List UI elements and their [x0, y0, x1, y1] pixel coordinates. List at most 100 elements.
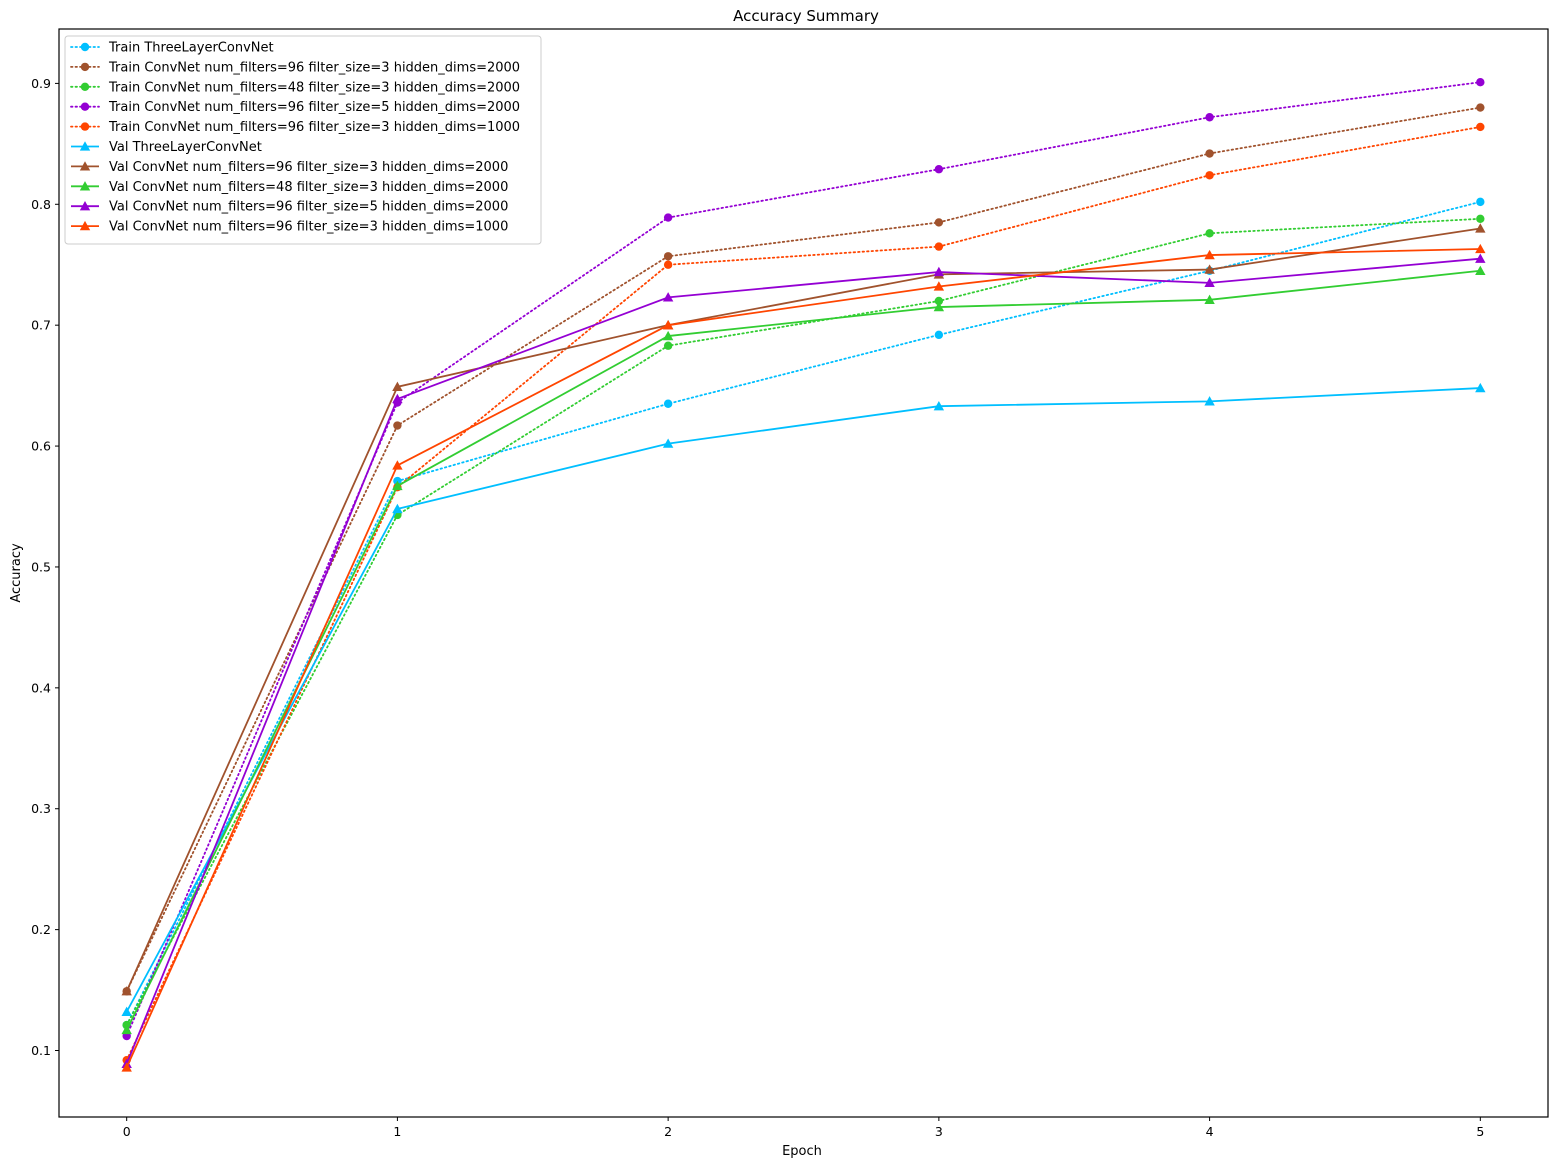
series-line [125, 269, 1481, 1031]
legend-label: Val ConvNet num_filters=48 filter_size=3… [109, 180, 508, 195]
series-layer [121, 77, 1486, 1072]
x-tick-label: 0 [123, 1124, 131, 1139]
data-point [1205, 171, 1214, 180]
legend-item: Train ConvNet num_filters=96 filter_size… [70, 120, 520, 135]
x-tick-label: 3 [935, 1124, 943, 1139]
legend-item: Val ConvNet num_filters=96 filter_size=5… [71, 200, 508, 215]
data-point [1204, 277, 1215, 288]
data-point [662, 319, 674, 330]
legend-label: Val ConvNet num_filters=96 filter_size=5… [109, 200, 508, 215]
y-tick-label: 0.7 [31, 318, 51, 333]
legend-item: Train ThreeLayerConvNet [70, 41, 274, 56]
data-point [663, 252, 673, 261]
legend-label: Train ConvNet num_filters=48 filter_size… [108, 80, 520, 95]
y-tick-label: 0.8 [31, 197, 51, 212]
data-point [662, 330, 674, 341]
data-point [1475, 265, 1486, 275]
series-7 [121, 265, 1486, 1035]
data-point [934, 165, 944, 174]
data-point [121, 986, 132, 996]
data-point [933, 301, 945, 312]
legend-swatch-marker [80, 62, 90, 72]
data-point [662, 438, 674, 448]
legend-swatch-marker [80, 82, 90, 92]
series-line [125, 257, 1481, 1065]
x-tick-label: 1 [393, 1124, 401, 1139]
data-point [392, 393, 403, 404]
legend: Train ThreeLayerConvNet Train ConvNet num… [64, 35, 542, 245]
data-point [662, 292, 674, 302]
data-point [121, 1006, 132, 1016]
data-point [1204, 396, 1215, 406]
data-point [1476, 122, 1485, 132]
data-point [663, 260, 673, 269]
data-point [1476, 103, 1485, 112]
legend-item: Train ConvNet num_filters=96 filter_size… [70, 100, 520, 115]
legend-box [64, 35, 542, 245]
y-tick-label: 0.6 [31, 439, 51, 454]
data-point [121, 1024, 132, 1035]
data-point [1475, 253, 1486, 263]
data-point [1204, 294, 1215, 304]
data-point [1476, 214, 1485, 223]
legend-item: Val ThreeLayerConvNet [71, 140, 262, 155]
legend-swatch-marker [79, 220, 91, 231]
legend-swatch-marker [80, 102, 90, 111]
legend-swatch-marker [79, 201, 91, 211]
legend-swatch-marker [79, 161, 91, 171]
legend-label: Train ConvNet num_filters=96 filter_size… [108, 60, 520, 75]
x-axis-label: Epoch [782, 1144, 822, 1159]
chart-title: Accuracy Summary [733, 7, 879, 25]
x-tick-label: 4 [1206, 1124, 1214, 1139]
y-axis-label: Accuracy [9, 543, 24, 603]
data-point [933, 266, 945, 277]
x-axis-ticks: 0 1 2 3 4 5 [123, 1117, 1484, 1139]
data-point [934, 218, 944, 227]
series-4 [122, 122, 1485, 1065]
data-point [1204, 249, 1215, 260]
legend-label: Val ConvNet num_filters=96 filter_size=3… [109, 220, 508, 235]
y-tick-label: 0.9 [31, 76, 51, 91]
data-point [393, 421, 402, 430]
data-point [121, 1062, 132, 1072]
y-tick-label: 0.4 [31, 680, 51, 695]
data-point [934, 242, 944, 251]
y-tick-label: 0.1 [31, 1043, 51, 1058]
data-point [392, 480, 403, 491]
legend-swatch-marker [80, 42, 90, 52]
y-tick-label: 0.3 [31, 801, 51, 816]
series-line [125, 387, 1481, 1013]
data-point [1476, 77, 1485, 87]
series-line [125, 126, 1482, 1062]
data-point [1475, 223, 1486, 233]
series-line [125, 248, 1481, 1068]
x-tick-label: 5 [1476, 1124, 1484, 1139]
data-point [392, 460, 403, 470]
y-tick-label: 0.5 [31, 559, 51, 574]
legend-label: Train ConvNet num_filters=96 filter_size… [108, 100, 520, 115]
legend-label: Val ThreeLayerConvNet [109, 140, 262, 155]
data-point [933, 400, 945, 411]
data-point [663, 341, 673, 350]
data-point [933, 281, 945, 291]
data-point [1205, 149, 1214, 158]
series-line [125, 217, 1482, 1027]
series-8 [121, 253, 1486, 1068]
legend-item: Train ConvNet num_filters=96 filter_size… [70, 60, 520, 75]
legend-label: Train ThreeLayerConvNet [108, 41, 274, 56]
series-0 [122, 197, 1485, 1030]
series-line [125, 200, 1482, 1027]
legend-swatch-marker [79, 141, 91, 151]
series-line [125, 81, 1482, 1037]
legend-label: Train ConvNet num_filters=96 filter_size… [108, 120, 520, 135]
data-point [392, 381, 403, 391]
legend-swatch-marker [80, 122, 90, 131]
y-axis-ticks: 0.1 0.2 0.3 0.4 0.5 0.6 0.7 0.8 0.9 [31, 76, 59, 1058]
legend-item: Val ConvNet num_filters=48 filter_size=3… [71, 180, 508, 195]
legend-item: Val ConvNet num_filters=96 filter_size=3… [71, 220, 508, 235]
data-point [663, 399, 673, 408]
data-point [392, 503, 403, 514]
series-line [125, 106, 1482, 993]
series-9 [121, 243, 1486, 1072]
